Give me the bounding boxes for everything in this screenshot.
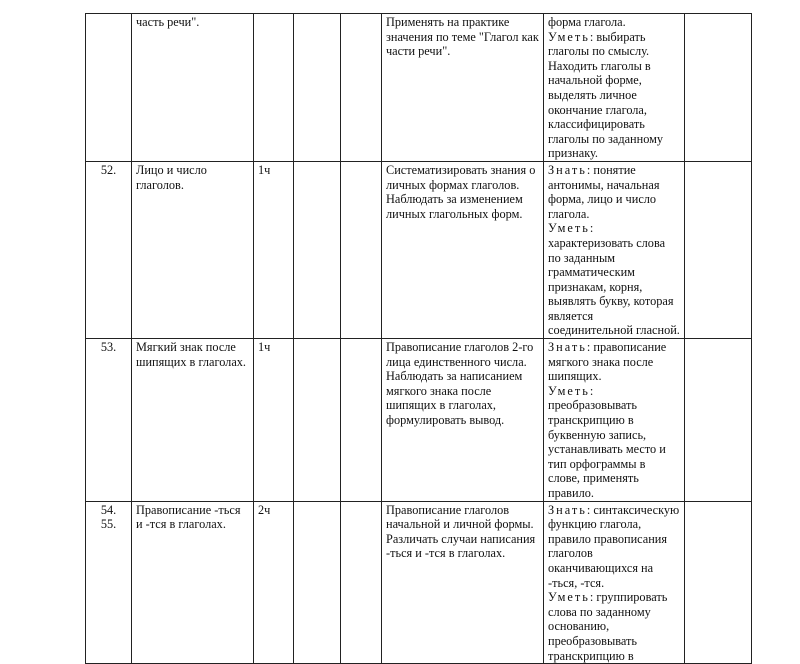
can-label: Уметь bbox=[548, 221, 590, 236]
lesson-number bbox=[85, 13, 132, 162]
knowledge-text: Знать: синтаксическую функцию глагола, п… bbox=[548, 503, 680, 591]
skills-text: Уметь: выбирать глаголы по смыслу. Наход… bbox=[548, 30, 680, 161]
empty-cell bbox=[293, 13, 341, 162]
empty-cell bbox=[684, 338, 752, 502]
knowledge-text: Знать: понятие антонимы, начальная форма… bbox=[548, 163, 680, 221]
lesson-activity: Применять на практике значения по теме "… bbox=[381, 13, 544, 162]
know-label: Знать bbox=[548, 502, 587, 517]
know-text: форма глагола. bbox=[548, 15, 626, 29]
empty-cell bbox=[340, 338, 382, 502]
empty-cell bbox=[340, 500, 382, 664]
lesson-results: Знать: понятие антонимы, начальная форма… bbox=[543, 160, 685, 340]
lesson-activity: Правописание глаголов начальной и личной… bbox=[381, 500, 544, 664]
lesson-topic: часть речи". bbox=[131, 13, 254, 162]
lesson-hours: 1ч bbox=[253, 338, 294, 502]
can-text: : характеризовать слова по заданным грам… bbox=[548, 221, 680, 338]
lesson-hours bbox=[253, 13, 294, 162]
lesson-activity: Правописание глаголов 2-го лица единстве… bbox=[381, 338, 544, 502]
skills-text: Уметь: преобразовывать транскрипцию в бу… bbox=[548, 383, 680, 500]
know-label: Знать bbox=[548, 162, 587, 177]
can-label: Уметь bbox=[548, 383, 590, 398]
lesson-results: Знать: синтаксическую функцию глагола, п… bbox=[543, 500, 685, 664]
can-label: Уметь bbox=[548, 590, 590, 605]
empty-cell bbox=[293, 338, 341, 502]
empty-cell bbox=[340, 13, 382, 162]
table-row: 52. Лицо и число глаголов. 1ч Систематиз… bbox=[85, 160, 752, 340]
lesson-activity: Систематизировать знания о личных формах… bbox=[381, 160, 544, 340]
lesson-number: 53. bbox=[85, 338, 132, 502]
can-label: Уметь bbox=[548, 29, 590, 44]
lesson-results: Знать: правописание мягкого знака после … bbox=[543, 338, 685, 502]
skills-text: Уметь: характеризовать слова по заданным… bbox=[548, 221, 680, 338]
empty-cell bbox=[340, 160, 382, 340]
lesson-topic: Мягкий знак после шипящих в глаголах. bbox=[131, 338, 254, 502]
empty-cell bbox=[684, 160, 752, 340]
lesson-hours: 2ч bbox=[253, 500, 294, 664]
lesson-plan-table: часть речи". Применять на практике значе… bbox=[85, 13, 752, 664]
can-text: : выбирать глаголы по смыслу. Находить г… bbox=[548, 29, 664, 161]
empty-cell bbox=[684, 13, 752, 162]
knowledge-text: форма глагола. bbox=[548, 15, 680, 30]
know-text: : правописание мягкого знака после шипящ… bbox=[548, 340, 667, 384]
lesson-hours: 1ч bbox=[253, 160, 294, 340]
know-label: Знать bbox=[548, 340, 587, 355]
lesson-number: 54. 55. bbox=[85, 500, 132, 664]
empty-cell bbox=[293, 500, 341, 664]
can-text: : преобразовывать транскрипцию в буквенн… bbox=[548, 383, 666, 500]
empty-cell bbox=[684, 500, 752, 664]
skills-text: Уметь: группировать слова по заданному о… bbox=[548, 590, 680, 662]
know-text: : понятие антонимы, начальная форма, лиц… bbox=[548, 162, 660, 221]
lesson-topic: Правописание -ться и -тся в глаголах. bbox=[131, 500, 254, 664]
table-row: часть речи". Применять на практике значе… bbox=[85, 13, 752, 162]
knowledge-text: Знать: правописание мягкого знака после … bbox=[548, 340, 680, 384]
lesson-number: 52. bbox=[85, 160, 132, 340]
lesson-topic: Лицо и число глаголов. bbox=[131, 160, 254, 340]
empty-cell bbox=[293, 160, 341, 340]
lesson-results: форма глагола. Уметь: выбирать глаголы по… bbox=[543, 13, 685, 162]
table-row: 53. Мягкий знак после шипящих в глаголах… bbox=[85, 338, 752, 502]
table-row: 54. 55. Правописание -ться и -тся в глаг… bbox=[85, 500, 752, 664]
